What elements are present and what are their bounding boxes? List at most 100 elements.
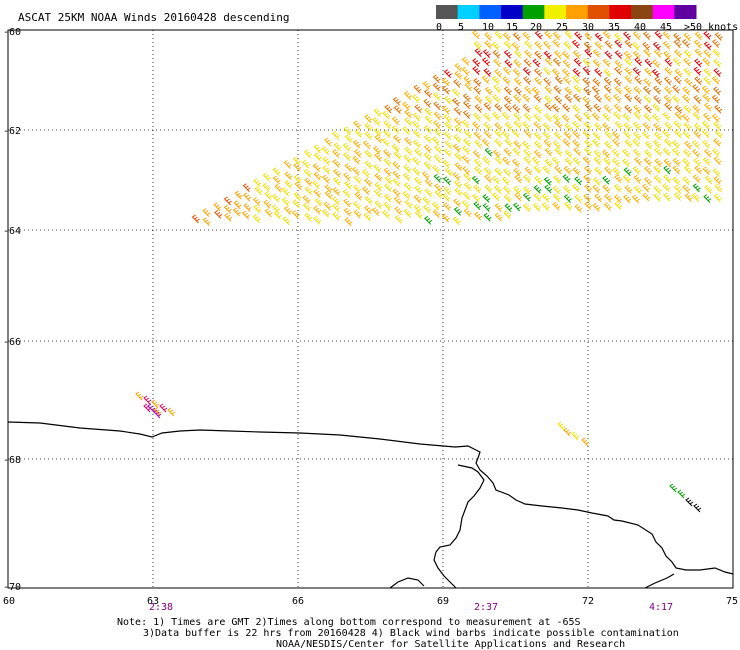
wind-barb bbox=[353, 209, 362, 219]
wind-barb bbox=[512, 202, 522, 212]
wind-barb bbox=[462, 166, 471, 175]
wind-barb bbox=[534, 175, 543, 185]
wind-barb bbox=[423, 161, 432, 170]
wind-barb bbox=[602, 184, 611, 194]
wind-barb bbox=[564, 122, 573, 132]
wind-barb bbox=[293, 162, 302, 172]
wind-barb bbox=[683, 148, 692, 158]
wind-barb bbox=[272, 167, 281, 177]
wind-barb bbox=[412, 129, 421, 139]
wind-barb bbox=[384, 175, 393, 185]
wind-barb bbox=[602, 122, 611, 132]
wind-barb bbox=[571, 431, 580, 441]
wind-barb bbox=[422, 81, 431, 90]
wind-barb bbox=[424, 115, 433, 125]
wind-barb bbox=[653, 193, 662, 202]
wind-barb bbox=[191, 214, 200, 224]
wind-barb bbox=[393, 105, 402, 115]
wind-barb bbox=[532, 202, 541, 212]
wind-barb bbox=[333, 142, 342, 152]
wind-barb bbox=[453, 134, 462, 144]
wind-barb bbox=[592, 202, 601, 212]
wind-barb bbox=[302, 202, 311, 212]
wind-barb bbox=[364, 131, 373, 141]
wind-barb bbox=[423, 144, 432, 154]
wind-barb bbox=[653, 175, 662, 184]
wind-barb bbox=[291, 210, 300, 219]
wind-barb bbox=[422, 196, 431, 205]
wind-barb bbox=[713, 138, 722, 147]
wind-barb bbox=[572, 68, 581, 77]
wind-barb bbox=[514, 192, 523, 202]
wind-barb bbox=[573, 147, 582, 157]
wind-barb bbox=[394, 214, 403, 224]
wind-barb bbox=[632, 148, 641, 158]
wind-barb bbox=[633, 185, 642, 195]
wind-barb bbox=[504, 138, 513, 148]
wind-barb bbox=[234, 190, 243, 200]
wind-barb bbox=[643, 85, 652, 95]
wind-barb bbox=[471, 175, 480, 185]
wind-barb bbox=[313, 188, 322, 198]
wind-barb bbox=[454, 152, 463, 162]
wind-barb bbox=[534, 76, 543, 86]
wind-barb bbox=[623, 130, 632, 140]
wind-barb bbox=[483, 212, 492, 222]
wind-barb bbox=[604, 166, 613, 175]
wind-barb bbox=[664, 57, 673, 67]
wind-barb bbox=[302, 159, 311, 169]
wind-barb bbox=[423, 89, 432, 98]
wind-barb bbox=[503, 40, 512, 50]
wind-barb bbox=[304, 177, 313, 187]
wind-barb bbox=[513, 86, 522, 96]
wind-barb bbox=[214, 210, 223, 219]
wind-barb bbox=[564, 157, 573, 167]
wind-barb bbox=[534, 50, 543, 60]
wind-barb bbox=[632, 121, 642, 131]
wind-barb bbox=[241, 210, 250, 220]
wind-barb bbox=[614, 85, 623, 95]
wind-barb bbox=[364, 195, 373, 205]
wind-barb bbox=[484, 32, 493, 41]
colorbar-swatch bbox=[566, 5, 589, 19]
wind-barb bbox=[252, 214, 261, 223]
wind-barb bbox=[614, 59, 623, 69]
wind-barb bbox=[662, 111, 671, 121]
wind-barb bbox=[544, 85, 553, 95]
wind-barb bbox=[514, 49, 523, 59]
wind-barb bbox=[557, 421, 566, 431]
wind-barb bbox=[622, 113, 631, 122]
wind-barb bbox=[533, 149, 542, 159]
wind-barb bbox=[324, 190, 333, 200]
wind-barb bbox=[712, 86, 722, 96]
wind-barb bbox=[552, 185, 561, 195]
wind-barb bbox=[464, 129, 473, 139]
wind-barb bbox=[302, 195, 311, 205]
wind-barb bbox=[383, 129, 392, 139]
wind-barb bbox=[653, 48, 663, 58]
wind-barb bbox=[492, 149, 501, 159]
wind-barb bbox=[463, 182, 472, 191]
wind-barb bbox=[613, 194, 623, 204]
lat-label-64: -64 bbox=[3, 226, 21, 237]
wind-barb bbox=[344, 134, 353, 143]
wind-barb bbox=[462, 191, 471, 201]
wind-barb bbox=[551, 156, 560, 166]
wind-barb bbox=[542, 165, 551, 175]
wind-barb bbox=[522, 121, 531, 131]
wind-barb bbox=[494, 129, 503, 139]
map-title: ASCAT 25KM NOAA Winds 20160428 descendin… bbox=[18, 11, 290, 24]
wind-barb bbox=[402, 172, 411, 182]
wind-barb bbox=[523, 58, 532, 68]
wind-barb bbox=[344, 180, 353, 190]
wind-barb bbox=[343, 198, 352, 208]
wind-barb bbox=[493, 58, 502, 68]
wind-barb bbox=[504, 203, 513, 213]
wind-barb bbox=[574, 194, 583, 204]
wind-barb bbox=[713, 121, 722, 131]
wind-barb bbox=[441, 85, 451, 95]
wind-barb bbox=[403, 208, 412, 218]
wind-barb bbox=[653, 165, 662, 175]
colorbar-swatch bbox=[501, 5, 524, 19]
lat-label-62: -62 bbox=[3, 126, 21, 137]
